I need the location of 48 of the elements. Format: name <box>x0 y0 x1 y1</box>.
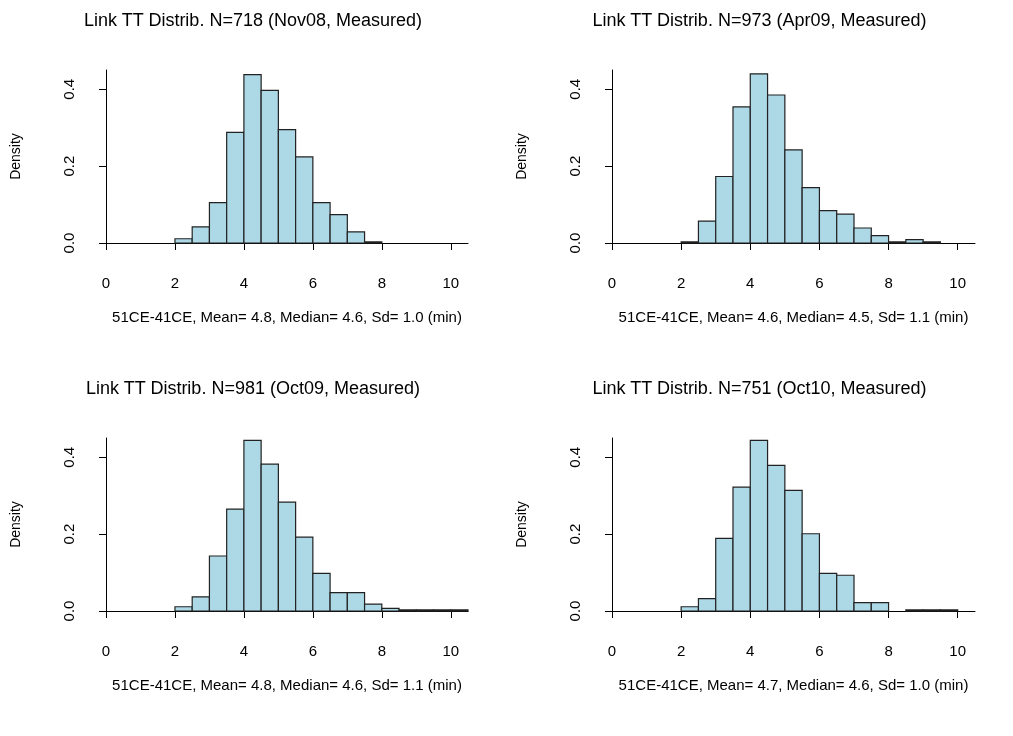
x-tick-label: 10 <box>949 274 967 291</box>
x-tick-label: 10 <box>442 274 460 291</box>
y-tick-label: 0.4 <box>60 446 77 468</box>
x-tick-label: 4 <box>239 642 249 659</box>
x-tick-label: 8 <box>377 274 386 291</box>
x-tick-label: 2 <box>170 274 180 291</box>
y-tick-label: 0.2 <box>566 155 583 177</box>
x-tick-label: 6 <box>308 642 318 659</box>
chart-title: Link TT Distrib. N=718 (Nov08, Measured) <box>84 10 422 30</box>
x-tick-label: 0 <box>607 642 617 659</box>
x-tick-label: 8 <box>884 274 893 291</box>
x-tick-label: 6 <box>815 274 824 291</box>
chart-title: Link TT Distrib. N=751 (Oct10, Measured) <box>592 378 927 398</box>
y-tick-label: 0.2 <box>60 155 77 177</box>
x-tick-label: 8 <box>884 642 893 659</box>
x-tick-label: 6 <box>308 274 318 291</box>
y-tick-label: 0.4 <box>566 446 583 468</box>
y-tick-label: 0.0 <box>566 232 583 254</box>
y-axis-title: Density <box>7 501 23 548</box>
x-tick-label: 4 <box>746 274 755 291</box>
x-tick-label: 2 <box>676 642 686 659</box>
y-tick-label: 0.0 <box>60 600 77 622</box>
y-axis-title: Density <box>7 133 23 180</box>
y-tick-label: 0.0 <box>60 232 77 254</box>
x-tick-label: 4 <box>746 642 755 659</box>
y-axis-title: Density <box>513 133 529 180</box>
x-tick-label: 10 <box>442 642 460 659</box>
x-axis-title: 51CE-41CE, Mean= 4.8, Median= 4.6, Sd= 1.0 (min) <box>112 308 462 325</box>
x-tick-label: 0 <box>101 642 111 659</box>
x-tick-label: 8 <box>377 642 386 659</box>
x-tick-label: 10 <box>949 642 967 659</box>
y-axis-title: Density <box>513 501 529 548</box>
y-tick-label: 0.2 <box>60 523 77 545</box>
y-tick-label: 0.4 <box>566 78 583 100</box>
chart-title: Link TT Distrib. N=973 (Apr09, Measured) <box>592 10 927 30</box>
y-tick-label: 0.0 <box>566 600 583 622</box>
x-axis-title: 51CE-41CE, Mean= 4.8, Median= 4.6, Sd= 1.1 (min) <box>112 676 462 693</box>
x-tick-label: 4 <box>239 274 249 291</box>
x-tick-label: 2 <box>170 642 180 659</box>
x-tick-label: 0 <box>607 274 617 291</box>
y-tick-label: 0.2 <box>566 523 583 545</box>
x-axis-title: 51CE-41CE, Mean= 4.6, Median= 4.5, Sd= 1.1 (min) <box>618 308 969 325</box>
y-tick-label: 0.4 <box>60 78 77 100</box>
x-tick-label: 6 <box>815 642 824 659</box>
x-tick-label: 0 <box>101 274 111 291</box>
x-axis-title: 51CE-41CE, Mean= 4.7, Median= 4.6, Sd= 1.0 (min) <box>618 676 969 693</box>
chart-title: Link TT Distrib. N=981 (Oct09, Measured) <box>86 378 420 398</box>
x-tick-label: 2 <box>676 274 686 291</box>
